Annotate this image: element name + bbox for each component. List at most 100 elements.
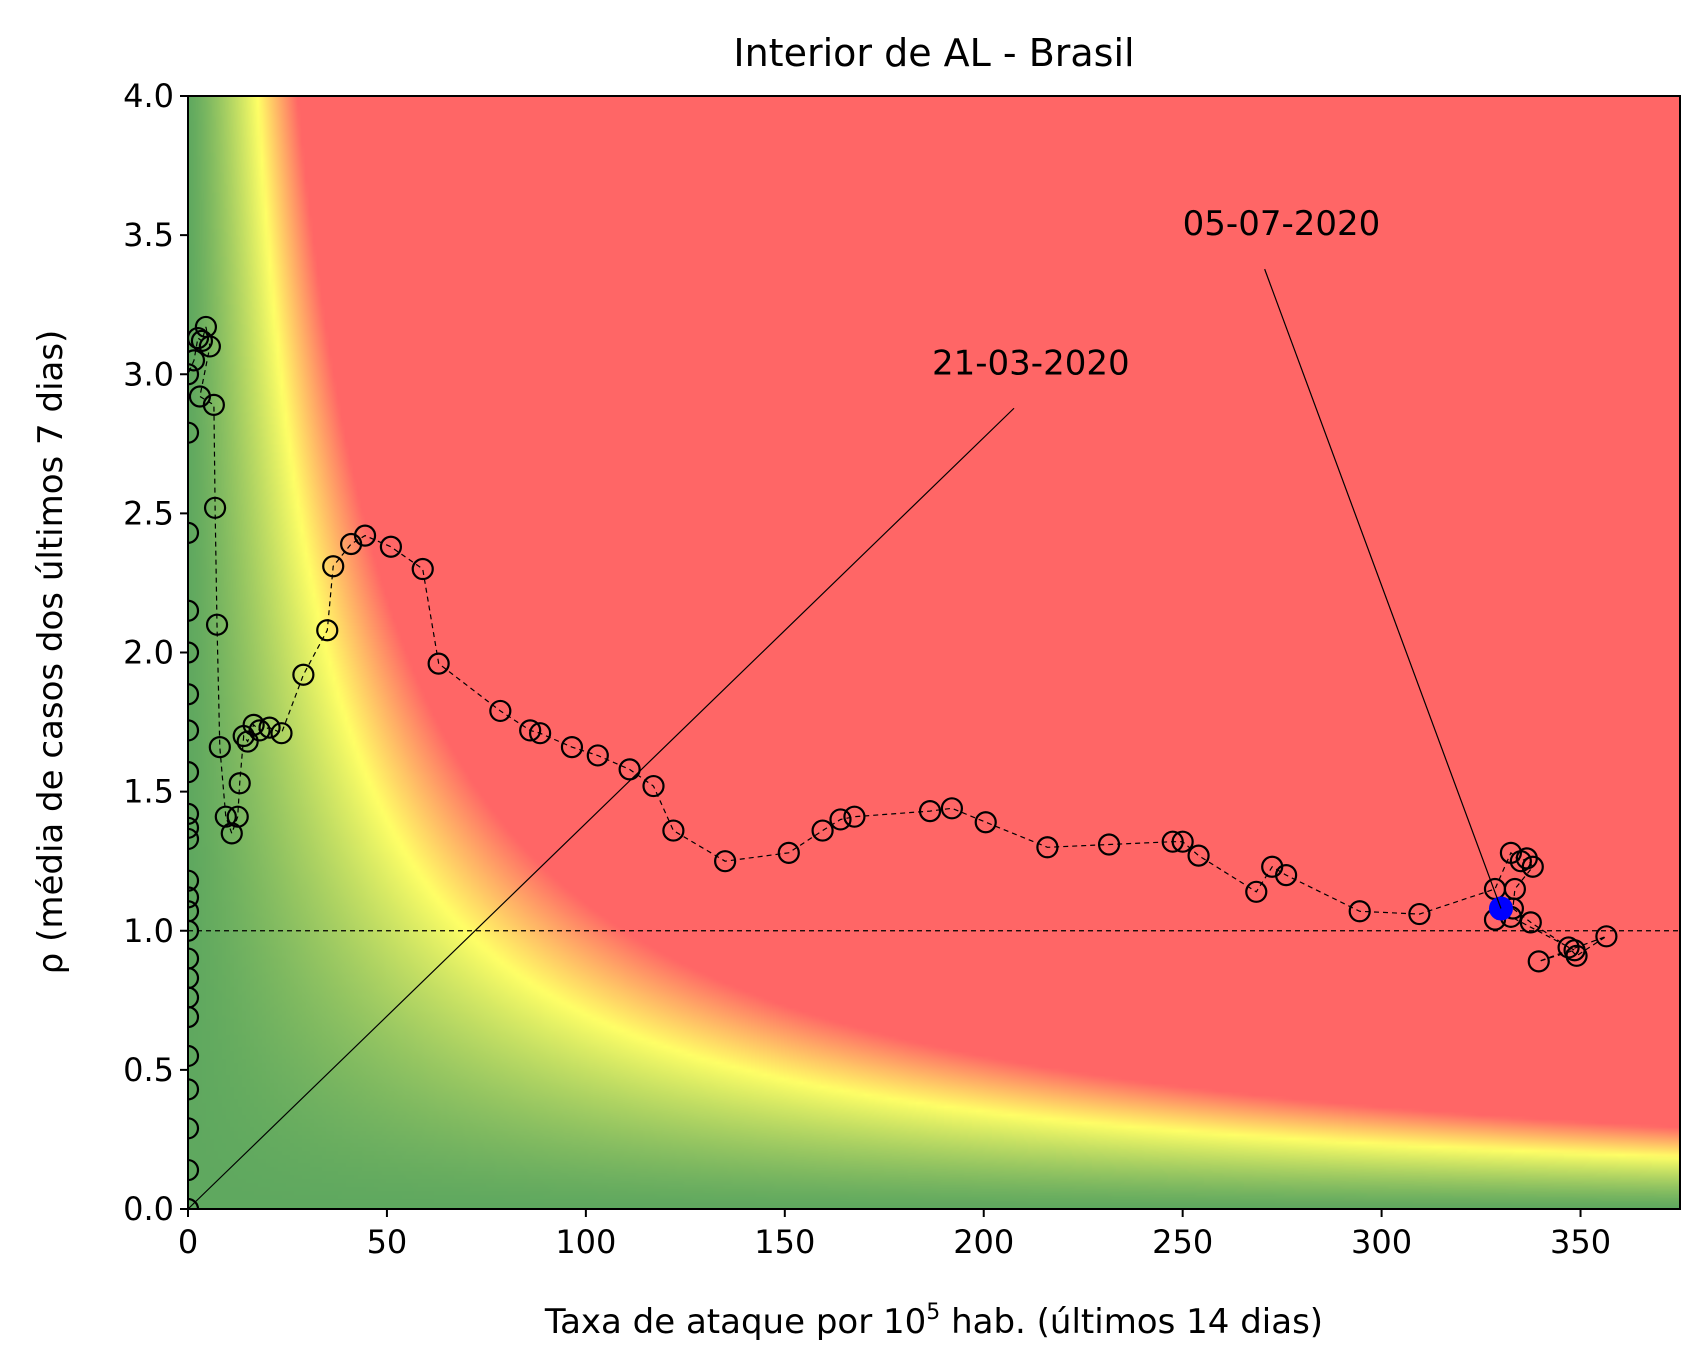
data-points (188, 315, 1618, 1209)
data-point (918, 800, 942, 823)
y-tick-label: 4.0 (123, 77, 174, 115)
data-point (940, 797, 964, 820)
x-tick-label: 0 (178, 1223, 198, 1261)
data-point (270, 722, 293, 745)
annotation-arrow (1264, 268, 1502, 909)
data-point (1275, 863, 1298, 887)
data-point (188, 966, 200, 990)
data-point (258, 716, 281, 739)
data-point (714, 850, 737, 873)
data-point (188, 919, 200, 942)
data-point (292, 663, 315, 686)
annotation-label: 05-07-2020 (1183, 204, 1381, 244)
data-point (1408, 902, 1431, 926)
x-tick-label: 100 (555, 1223, 616, 1261)
data-point (188, 599, 200, 622)
x-tick-label: 300 (1351, 1223, 1412, 1261)
data-point (1527, 950, 1550, 973)
data-point (1521, 855, 1544, 878)
data-point (379, 535, 403, 558)
data-point (188, 683, 200, 706)
x-tick-label: 150 (754, 1223, 815, 1261)
data-point (188, 521, 200, 544)
x-tick-label: 50 (367, 1223, 408, 1261)
data-point (662, 819, 685, 842)
data-point (198, 335, 221, 358)
data-point (188, 761, 200, 784)
data-point (188, 1005, 200, 1029)
x-axis-label: Taxa de ataque por 105 hab. (últimos 14 … (544, 1300, 1323, 1342)
y-axis-label: ρ (média de casos dos últimos 7 dias) (31, 330, 71, 975)
data-point (1036, 836, 1059, 859)
y-tick-label: 1.0 (123, 912, 174, 950)
data-point (811, 819, 834, 842)
data-point (188, 900, 200, 923)
data-point (1519, 911, 1542, 934)
y-tick-label: 1.5 (123, 773, 174, 811)
data-point (322, 555, 345, 578)
data-point (188, 349, 206, 372)
data-point (843, 805, 866, 828)
data-point (618, 758, 641, 781)
data-point (208, 736, 231, 759)
annotation-label: 21-03-2020 (932, 343, 1130, 383)
data-point (188, 326, 210, 350)
data-point (188, 947, 200, 970)
data-point (248, 719, 271, 742)
x-tick-label: 200 (953, 1223, 1014, 1261)
data-point (203, 496, 227, 519)
data-point (1595, 925, 1618, 948)
x-axis-label-main: Taxa de ataque por 10 (544, 1302, 926, 1342)
y-tick-label: 0.0 (123, 1190, 174, 1228)
data-point (228, 772, 251, 795)
data-point (489, 699, 512, 723)
data-point (586, 744, 609, 767)
annotation-arrow (187, 407, 1015, 1210)
data-point (1161, 830, 1184, 853)
risk-heatmap-background (188, 96, 1680, 1209)
data-point (560, 736, 584, 759)
x-tick-label: 350 (1550, 1223, 1611, 1261)
data-point (188, 827, 200, 851)
y-axis: 0.0 0.5 1.0 1.5 2.0 2.5 3.0 3.5 4.0 (123, 77, 188, 1228)
data-point (1097, 833, 1121, 856)
data-point (188, 816, 200, 839)
y-tick-label: 2.0 (123, 634, 174, 672)
data-point (519, 719, 542, 742)
data-point (188, 869, 200, 892)
data-point (829, 808, 852, 831)
data-point (242, 713, 265, 736)
data-point (188, 1044, 200, 1068)
data-point (188, 802, 200, 825)
data-point (188, 1158, 200, 1182)
y-tick-label: 0.5 (123, 1051, 174, 1089)
x-tick-label: 250 (1152, 1223, 1213, 1261)
data-point (1187, 844, 1210, 867)
data-point (188, 641, 200, 664)
y-tick-label: 2.5 (123, 494, 174, 532)
annotations: 21-03-2020 05-07-2020 (187, 204, 1502, 1210)
x-axis: 0 50 100 150 200 250 300 350 (178, 1209, 1611, 1261)
data-point (188, 421, 200, 444)
data-point (1245, 880, 1268, 903)
data-point (205, 613, 229, 636)
data-point (188, 1078, 200, 1101)
y-tick-label: 3.0 (123, 355, 174, 393)
data-point (1348, 900, 1371, 923)
x-axis-label-superscript: 5 (926, 1300, 940, 1325)
data-point (1563, 939, 1586, 962)
data-point (316, 619, 339, 642)
data-point (777, 841, 800, 864)
data-point (188, 1117, 200, 1140)
x-axis-label-tail: hab. (últimos 14 dias) (940, 1302, 1323, 1342)
data-point (1171, 830, 1194, 853)
data-point (188, 986, 200, 1009)
data-point (411, 557, 434, 581)
data-point (427, 652, 450, 675)
y-tick-label: 3.5 (123, 216, 174, 254)
data-point (529, 722, 552, 745)
data-point (353, 524, 377, 547)
trajectory-line (188, 326, 1607, 1209)
data-point (226, 805, 249, 828)
